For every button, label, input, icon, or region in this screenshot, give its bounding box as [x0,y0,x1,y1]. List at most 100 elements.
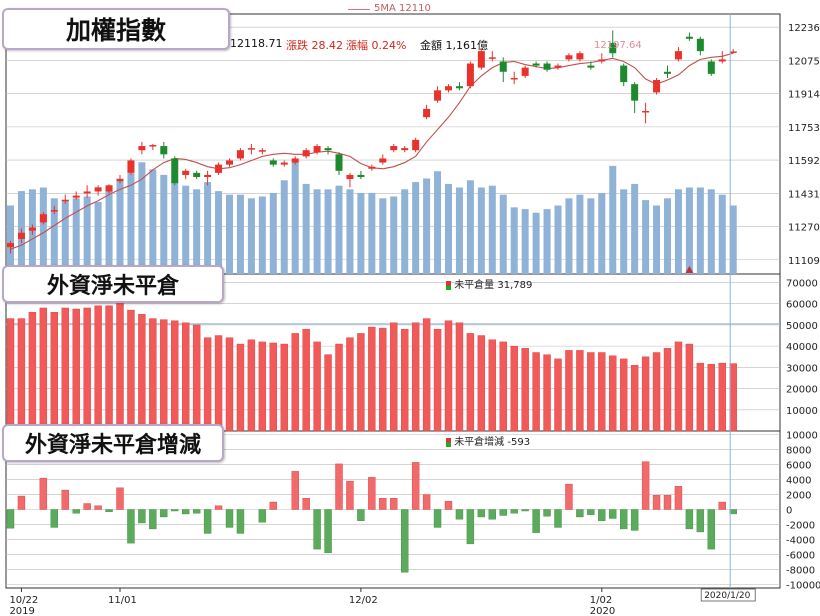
candle-body [61,199,69,202]
y-tick-label: 11431 [788,189,820,200]
oi-bar [685,343,694,432]
candle-body [565,55,573,60]
oi-bar [390,322,398,432]
oi-change-bar [488,509,496,520]
volume-bar [401,189,409,274]
oi-change-bar [291,471,299,510]
y-tick-label: 0 [786,506,792,517]
oi-bar [138,314,146,432]
oi-bar [258,341,267,432]
volume-bar [280,180,288,274]
y-tick-label: 60000 [786,300,818,311]
oi-change-bar [61,489,69,510]
volume-bar [72,198,80,274]
oi-bar [543,354,551,432]
candle-body [466,63,474,87]
oi-change-bar [554,509,562,528]
oi-bar [532,352,540,432]
candle-body [94,187,102,192]
y-tick-label: 6000 [786,461,811,472]
volume-bar [94,201,102,274]
volume-bar [532,212,540,274]
volume-bar [247,198,255,274]
volume-bar [105,185,113,274]
volume-bar [653,205,661,274]
oi-bar [335,343,343,432]
volume-bar [357,192,365,274]
oi-bar [160,319,168,432]
y-tick-label: 20000 [786,385,818,396]
volume-bar [83,196,91,274]
candle-body [215,164,223,173]
y-tick-label: 11914 [788,90,820,101]
volume-bar [554,205,562,274]
oi-bar [609,355,617,432]
oi-change-bar [532,509,540,533]
oi-change-bar [105,509,113,512]
candle-body [499,61,507,72]
oi-change-bar [6,509,15,529]
candle-body [149,145,157,147]
candle-body [434,90,442,101]
volume-bar [477,187,485,274]
oi-change-bar [729,509,737,515]
oi-change-bar [346,480,354,510]
y-tick-label: 70000 [786,278,818,289]
oi-change-bar [696,509,705,533]
oi-change-bar [576,509,584,518]
candle-body [488,57,496,59]
volume-bar [609,165,617,274]
volume-bar [587,198,595,274]
y-tick-label: -4000 [786,535,815,546]
oi-bar [105,305,113,432]
volume-bar [729,205,737,274]
oi-bar [565,350,573,432]
oi-change-bar [368,477,376,510]
candle-body [379,158,387,163]
oi-bar [346,337,354,432]
oi-bar [39,307,48,432]
volume-bar [215,191,223,274]
volume-bar [521,209,529,274]
candle-body [236,150,244,159]
candle-body [269,160,277,165]
y-tick-label: 8000 [786,446,811,457]
oi-change-bar [72,509,80,514]
oi-change-bar [269,501,277,510]
oi-change-bar [455,509,464,520]
candle-body [182,170,190,175]
oi-bar [707,363,715,432]
volume-bar [664,198,671,274]
candle-body [204,174,212,178]
oi-change-bar [620,509,628,530]
x-tick-label: 11/01 [108,595,137,606]
oi-bar [433,328,442,432]
oi-bar [94,305,102,432]
oi-bar [17,318,26,432]
oi-change-bar [116,487,124,510]
candle-body [171,158,179,184]
oi-bar [291,333,299,432]
candle-body [412,139,420,151]
oi-bar [488,339,496,432]
oi-bar [302,328,310,432]
oi-bar [630,365,639,432]
y-tick-label: -6000 [786,550,815,561]
x-year-label: 2020 [590,606,615,616]
oi-change-bar [433,509,442,528]
oi-change-bar [521,509,529,512]
peak-label: 12197.64 [594,40,642,51]
x-tick-label: 10/22 [9,595,38,606]
volume-bar [642,200,650,274]
candle-body [368,166,376,169]
net-oi-legend: 未平倉量 31,789 [446,276,532,291]
oi-change-bar [674,486,683,510]
oi-change-bar [138,509,146,524]
oi-bar [214,335,223,432]
close-value: 12118.71 [230,37,283,50]
candle-body [674,51,682,60]
oi-change-bar [379,498,387,510]
candle-body [247,148,255,150]
oi-bar [422,318,431,432]
